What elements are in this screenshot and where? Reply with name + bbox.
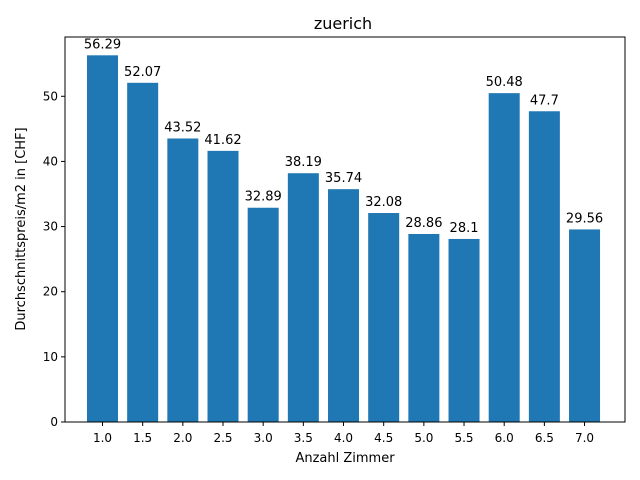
data-label-2.0: 43.52 <box>164 120 201 135</box>
y-axis-label: Durchschnittspreis/m2 in [CHF] <box>14 127 29 330</box>
bar-5.5 <box>448 238 480 422</box>
bar-6.5 <box>528 111 560 422</box>
x-tick-label: 2.0 <box>173 431 192 445</box>
x-tick-label: 6.0 <box>495 431 514 445</box>
data-label-7.0: 29.56 <box>566 211 603 226</box>
y-tick-label: 50 <box>43 89 58 103</box>
bar-3.5 <box>287 173 319 422</box>
x-tick-label: 4.5 <box>374 431 393 445</box>
x-tick-label: 1.0 <box>93 431 112 445</box>
data-label-6.0: 50.48 <box>486 75 523 90</box>
data-label-3.5: 38.19 <box>285 155 322 170</box>
data-label-1.5: 52.07 <box>124 65 161 80</box>
bar-4.0 <box>328 189 360 422</box>
x-tick-label: 3.0 <box>254 431 273 445</box>
y-tick-label: 10 <box>43 350 58 364</box>
y-tick-label: 0 <box>50 415 58 429</box>
data-label-1.0: 56.29 <box>84 37 121 52</box>
y-tick-label: 20 <box>43 285 58 299</box>
x-tick-label: 6.5 <box>535 431 554 445</box>
x-tick-label: 7.0 <box>575 431 594 445</box>
data-label-5.0: 28.86 <box>405 216 442 231</box>
y-tick-label: 30 <box>43 220 58 234</box>
y-tick-label: 40 <box>43 154 58 168</box>
bar-5.0 <box>408 233 440 422</box>
bar-1.0 <box>87 55 118 423</box>
data-label-4.0: 35.74 <box>325 171 362 186</box>
data-label-3.0: 32.89 <box>245 190 282 205</box>
plot-frame <box>64 36 626 423</box>
bar-6.0 <box>488 93 520 423</box>
data-label-6.5: 47.7 <box>530 93 559 108</box>
bar-1.5 <box>127 82 159 423</box>
x-tick-label: 5.0 <box>414 431 433 445</box>
data-label-2.5: 41.62 <box>204 133 241 148</box>
x-tick-label: 5.5 <box>454 431 473 445</box>
data-label-5.5: 28.1 <box>450 221 479 236</box>
data-label-4.5: 32.08 <box>365 195 402 210</box>
x-tick-label: 3.5 <box>294 431 313 445</box>
bar-4.5 <box>368 213 400 422</box>
x-tick-label: 1.5 <box>133 431 152 445</box>
bar-2.5 <box>207 150 239 422</box>
x-axis-label: Anzahl Zimmer <box>295 451 395 466</box>
bar-2.0 <box>167 138 199 423</box>
chart-title: zuerich <box>314 14 372 33</box>
x-tick-label: 4.0 <box>334 431 353 445</box>
bar-7.0 <box>569 229 601 422</box>
bar-3.0 <box>247 207 279 422</box>
x-tick-label: 2.5 <box>213 431 232 445</box>
